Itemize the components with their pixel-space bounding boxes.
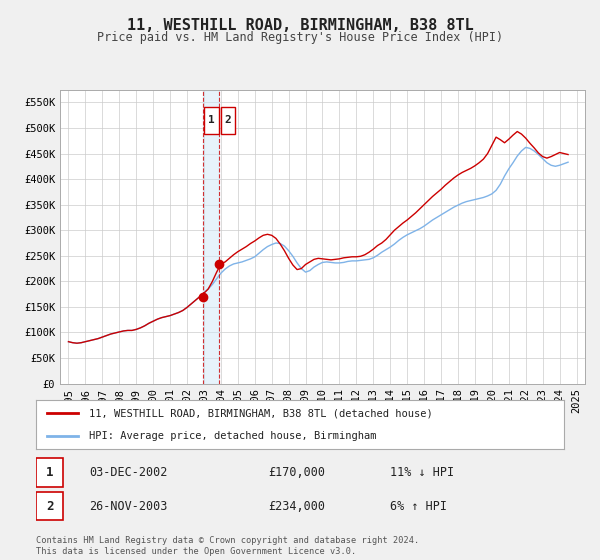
Text: 03-DEC-2002: 03-DEC-2002 (89, 466, 167, 479)
Text: 6% ↑ HPI: 6% ↑ HPI (390, 500, 447, 512)
Text: HPI: Average price, detached house, Birmingham: HPI: Average price, detached house, Birm… (89, 431, 376, 441)
Text: £234,000: £234,000 (268, 500, 325, 512)
Text: 1: 1 (208, 115, 215, 125)
Text: 2: 2 (225, 115, 232, 125)
Text: 11, WESTHILL ROAD, BIRMINGHAM, B38 8TL (detached house): 11, WESTHILL ROAD, BIRMINGHAM, B38 8TL (… (89, 408, 433, 418)
FancyBboxPatch shape (204, 108, 219, 134)
Text: 11, WESTHILL ROAD, BIRMINGHAM, B38 8TL: 11, WESTHILL ROAD, BIRMINGHAM, B38 8TL (127, 18, 473, 34)
Text: 1: 1 (46, 466, 53, 479)
Text: Contains HM Land Registry data © Crown copyright and database right 2024.
This d: Contains HM Land Registry data © Crown c… (36, 536, 419, 556)
Text: 26-NOV-2003: 26-NOV-2003 (89, 500, 167, 512)
Text: Price paid vs. HM Land Registry's House Price Index (HPI): Price paid vs. HM Land Registry's House … (97, 31, 503, 44)
FancyBboxPatch shape (36, 492, 64, 520)
FancyBboxPatch shape (221, 108, 235, 134)
Text: 2: 2 (46, 500, 53, 512)
Text: 11% ↓ HPI: 11% ↓ HPI (390, 466, 454, 479)
FancyBboxPatch shape (36, 458, 64, 487)
Bar (203, 90, 219, 384)
Text: £170,000: £170,000 (268, 466, 325, 479)
